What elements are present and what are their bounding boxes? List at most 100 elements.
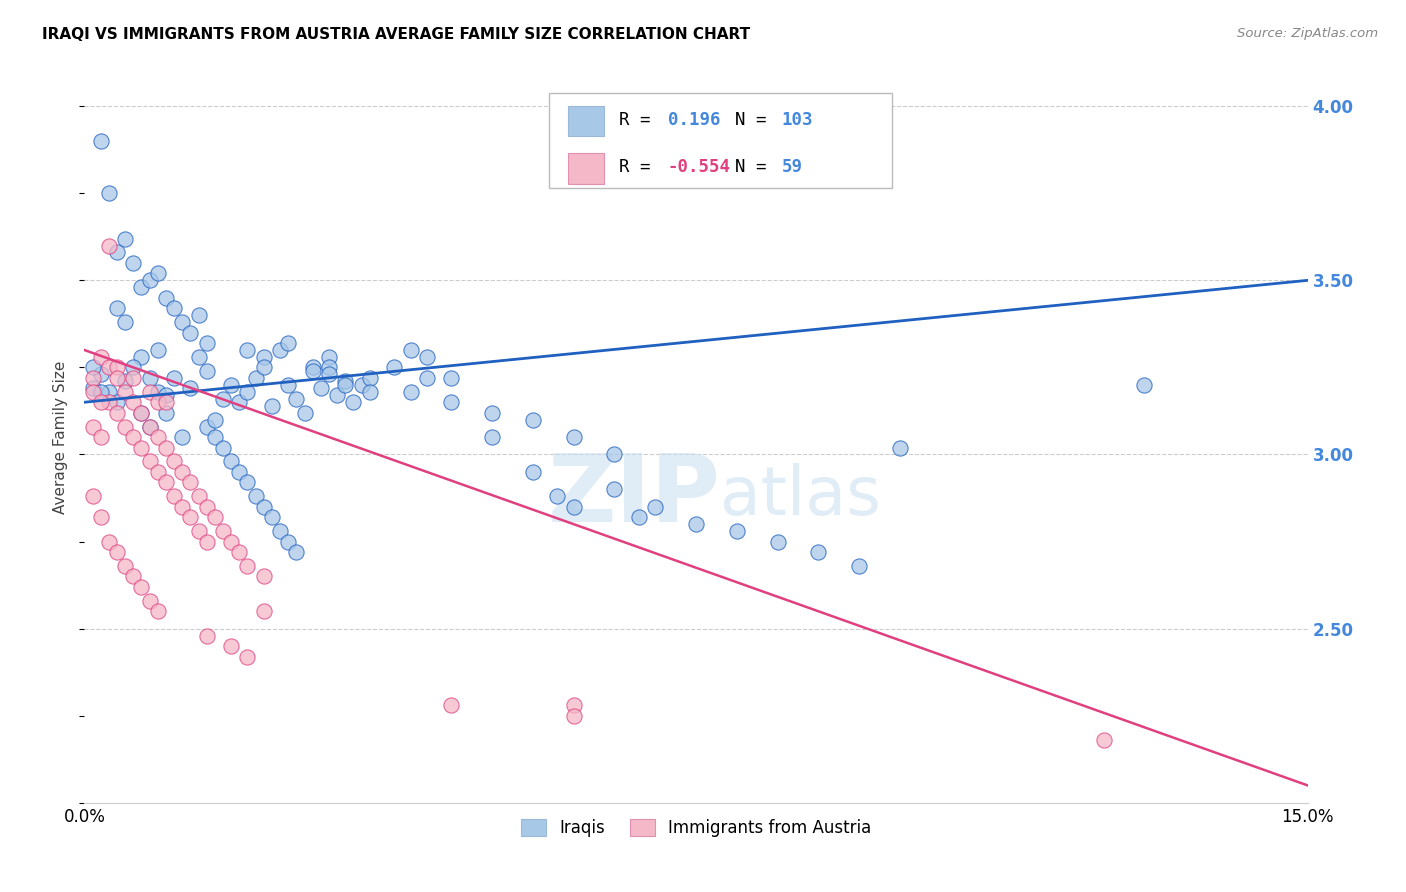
Point bbox=[131, 441, 153, 455]
Point bbox=[187, 308, 209, 322]
Point bbox=[114, 231, 136, 245]
Point bbox=[138, 384, 160, 399]
Point bbox=[138, 419, 160, 434]
Point bbox=[97, 395, 120, 409]
Point bbox=[163, 454, 186, 468]
Point bbox=[122, 569, 145, 583]
Point bbox=[114, 375, 136, 389]
Point bbox=[416, 350, 439, 364]
Point bbox=[228, 545, 250, 559]
Point bbox=[204, 430, 226, 444]
Point bbox=[122, 395, 145, 409]
Point bbox=[253, 360, 276, 375]
Point bbox=[204, 510, 226, 524]
Point bbox=[195, 419, 218, 434]
Point bbox=[522, 465, 544, 479]
Point bbox=[1092, 733, 1115, 747]
Point bbox=[146, 384, 169, 399]
Point bbox=[236, 649, 259, 664]
Point bbox=[228, 395, 250, 409]
Point bbox=[114, 315, 136, 329]
Point bbox=[179, 326, 201, 340]
Point bbox=[105, 245, 128, 260]
Point bbox=[195, 534, 218, 549]
Point bbox=[219, 377, 242, 392]
Point bbox=[97, 384, 120, 399]
Point bbox=[155, 475, 177, 490]
Point bbox=[318, 350, 340, 364]
Point bbox=[97, 360, 120, 375]
Point bbox=[335, 375, 357, 389]
Point bbox=[131, 406, 153, 420]
Point bbox=[155, 388, 177, 402]
Point bbox=[187, 524, 209, 538]
Point bbox=[105, 545, 128, 559]
Point bbox=[644, 500, 666, 514]
Point bbox=[146, 343, 169, 357]
Point bbox=[138, 273, 160, 287]
Point bbox=[90, 350, 112, 364]
Text: -0.554: -0.554 bbox=[668, 159, 731, 177]
Point bbox=[138, 419, 160, 434]
Point bbox=[122, 256, 145, 270]
Point bbox=[97, 186, 120, 201]
Point bbox=[155, 441, 177, 455]
Point bbox=[195, 336, 218, 351]
Point bbox=[122, 371, 145, 385]
FancyBboxPatch shape bbox=[550, 94, 891, 188]
Point bbox=[105, 406, 128, 420]
Text: 59: 59 bbox=[782, 159, 803, 177]
Point bbox=[212, 524, 235, 538]
Point bbox=[260, 399, 283, 413]
Point bbox=[179, 475, 201, 490]
Point bbox=[163, 301, 186, 316]
Point bbox=[309, 381, 332, 395]
FancyBboxPatch shape bbox=[568, 106, 605, 136]
Point bbox=[131, 406, 153, 420]
Text: Source: ZipAtlas.com: Source: ZipAtlas.com bbox=[1237, 27, 1378, 40]
Point bbox=[440, 395, 463, 409]
Point bbox=[195, 629, 218, 643]
Point bbox=[399, 343, 422, 357]
Point bbox=[285, 545, 308, 559]
Point bbox=[179, 381, 201, 395]
Point bbox=[146, 465, 169, 479]
Point bbox=[627, 510, 650, 524]
Point bbox=[562, 500, 585, 514]
Point bbox=[97, 238, 120, 252]
Point bbox=[204, 412, 226, 426]
Point bbox=[236, 475, 259, 490]
Point bbox=[105, 371, 128, 385]
Point bbox=[228, 465, 250, 479]
Point bbox=[335, 377, 357, 392]
Point bbox=[277, 534, 299, 549]
Point bbox=[285, 392, 308, 406]
Point bbox=[146, 604, 169, 618]
Point bbox=[253, 604, 276, 618]
Point bbox=[253, 500, 276, 514]
Point bbox=[562, 698, 585, 713]
Point bbox=[219, 454, 242, 468]
Point bbox=[138, 371, 160, 385]
Point bbox=[195, 500, 218, 514]
Text: R =: R = bbox=[619, 111, 661, 129]
Point bbox=[131, 350, 153, 364]
Point bbox=[90, 134, 112, 148]
Point bbox=[481, 430, 503, 444]
Point bbox=[236, 558, 259, 573]
Point bbox=[90, 384, 112, 399]
FancyBboxPatch shape bbox=[568, 153, 605, 184]
Point bbox=[122, 430, 145, 444]
Point bbox=[114, 419, 136, 434]
Text: 103: 103 bbox=[782, 111, 813, 129]
Point bbox=[172, 315, 194, 329]
Point bbox=[807, 545, 830, 559]
Point bbox=[172, 430, 194, 444]
Point bbox=[766, 534, 789, 549]
Point bbox=[219, 534, 242, 549]
Point bbox=[1133, 377, 1156, 392]
Point bbox=[848, 558, 870, 573]
Text: N =: N = bbox=[735, 159, 778, 177]
Point bbox=[90, 368, 112, 382]
Point bbox=[138, 594, 160, 608]
